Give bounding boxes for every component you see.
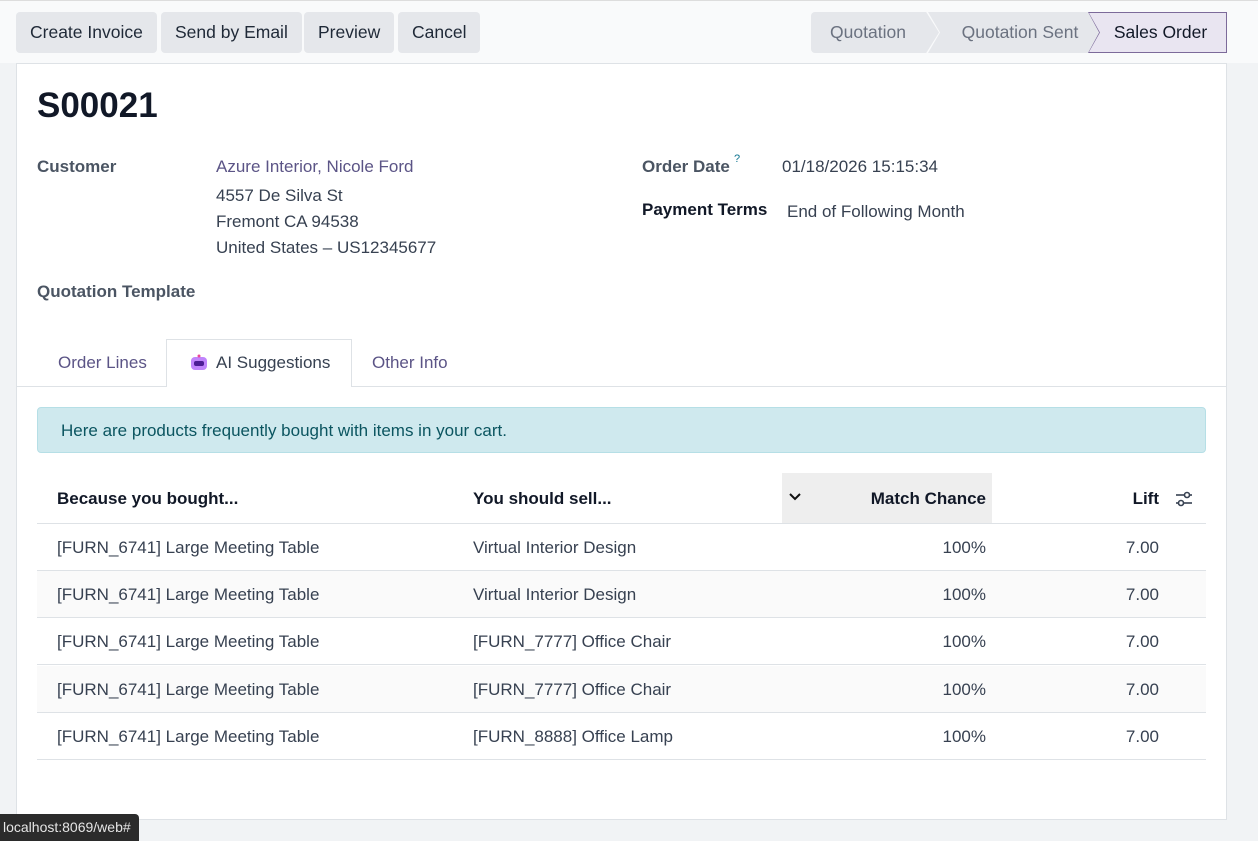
field-label: Quotation Template	[37, 282, 196, 301]
status-stage[interactable]: Quotation	[811, 12, 939, 53]
cell: 100%	[942, 726, 986, 746]
address-line: 4557 De Silva St	[216, 186, 343, 205]
button[interactable]: Send by Email	[161, 12, 302, 53]
sort-icon	[789, 493, 801, 501]
table-row[interactable]: [FURN_6741] Large Meeting Table [FURN_777…	[37, 618, 1206, 666]
address-line: Fremont CA 94538	[216, 212, 359, 231]
button[interactable]: Cancel	[398, 12, 481, 53]
record-title: S00021	[37, 86, 158, 125]
cell: 100%	[942, 632, 986, 652]
optional-columns-toggle[interactable]	[1174, 489, 1194, 509]
cell: 7.00	[1125, 679, 1159, 699]
table-row[interactable]: [FURN_6741] Large Meeting Table [FURN_777…	[37, 665, 1206, 713]
tab-border	[17, 386, 1226, 387]
cell: 100%	[942, 538, 986, 557]
cell: [FURN_6741] Large Meeting Table	[57, 538, 320, 557]
cell: Virtual Interior Design	[473, 538, 637, 557]
cell: 7.00	[1125, 726, 1159, 746]
field-label: Payment Terms	[642, 200, 768, 219]
table-row[interactable]: [FURN_6741] Large Meeting Table Virtual I…	[37, 524, 1206, 571]
field-label: Order Date	[642, 157, 730, 176]
button[interactable]: Create Invoice	[16, 12, 157, 53]
status-stage-active[interactable]: Sales Order	[1089, 13, 1226, 52]
cell: [FURN_7777] Office Chair	[473, 679, 672, 699]
cell: 100%	[942, 679, 986, 699]
tab-active[interactable]: AI Suggestions	[216, 353, 331, 372]
cell: [FURN_6741] Large Meeting Table	[57, 632, 320, 652]
column-header[interactable]: Lift	[1132, 489, 1159, 508]
cell: [FURN_7777] Office Chair	[473, 632, 672, 652]
cell: 7.00	[1125, 538, 1159, 557]
info-alert: Here are products frequently bought with…	[37, 407, 1206, 453]
table-row[interactable]: [FURN_6741] Large Meeting Table [FURN_888…	[37, 712, 1206, 760]
tab[interactable]: Order Lines	[58, 353, 147, 372]
column-header[interactable]: Because you bought...	[57, 489, 239, 508]
field-value: 01/18/2026 15:15:34	[782, 157, 938, 176]
tab[interactable]: Other Info	[372, 353, 448, 372]
ai-icon	[191, 354, 207, 370]
table-header	[37, 473, 1206, 524]
address-line: United States – US12345677	[216, 238, 437, 257]
cell: [FURN_6741] Large Meeting Table	[57, 726, 320, 746]
cell: Virtual Interior Design	[473, 585, 637, 605]
help-tooltip[interactable]: ?	[734, 153, 741, 165]
table-row[interactable]: [FURN_6741] Large Meeting Table Virtual I…	[37, 571, 1206, 619]
field-value[interactable]: End of Following Month	[787, 202, 965, 221]
column-header[interactable]: Match Chance	[870, 489, 986, 508]
cell: [FURN_8888] Office Lamp	[473, 726, 673, 746]
column-header[interactable]: You should sell...	[473, 489, 612, 508]
status-stage[interactable]: Quotation Sent	[928, 12, 1100, 53]
cell: 100%	[942, 585, 986, 605]
field-label: Customer	[37, 157, 117, 176]
status-url: localhost:8069/web#	[0, 814, 139, 841]
cell: [FURN_6741] Large Meeting Table	[57, 679, 320, 699]
cell: [FURN_6741] Large Meeting Table	[57, 585, 320, 605]
cell: 7.00	[1125, 632, 1159, 652]
customer-link[interactable]: Azure Interior, Nicole Ford	[216, 157, 414, 176]
cell: 7.00	[1125, 585, 1159, 605]
sorted-column-bg	[782, 473, 992, 523]
button[interactable]: Preview	[304, 12, 395, 53]
